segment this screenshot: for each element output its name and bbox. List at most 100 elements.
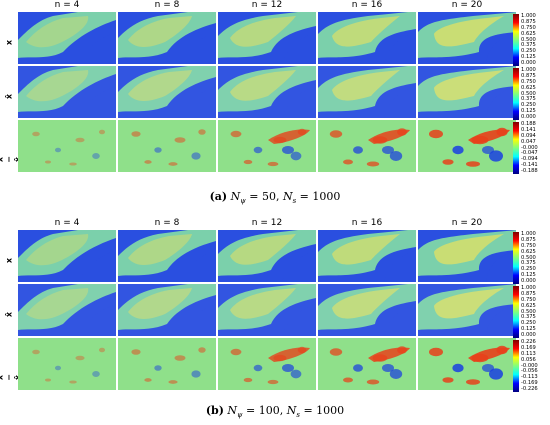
caption-b: (b) Nψ = 100, Ns = 1000 <box>205 404 345 420</box>
col-header-2: n = 8 <box>154 0 180 10</box>
colorbar-tick: 0.375 <box>521 96 536 103</box>
image-tile <box>418 120 516 172</box>
image-tile <box>318 230 416 282</box>
image-tile <box>218 230 316 282</box>
image-tile <box>118 230 216 282</box>
colorbar-tick: 0.125 <box>521 108 536 115</box>
colorbar-tick: 0.500 <box>521 308 536 315</box>
image-tile <box>318 66 416 118</box>
colorbar-ticks-b-2: 1.000 0.875 0.750 0.625 0.500 0.375 0.250 0.125… <box>521 285 550 338</box>
image-tile <box>218 338 316 390</box>
colorbar-ticks-a-1: 1.000 0.875 0.750 0.625 0.500 0.375 0.250 0.125… <box>521 13 550 66</box>
image-tile <box>318 12 416 64</box>
colorbar-tick: 0.141 <box>521 126 536 133</box>
colorbar-a-2 <box>513 68 519 120</box>
colorbar-tick: -0.226 <box>521 386 538 392</box>
colorbar-tick: 0.125 <box>521 54 536 61</box>
image-tile <box>418 284 516 336</box>
colorbar-tick: 0.750 <box>521 78 536 85</box>
colorbar-tick: 0.250 <box>521 320 536 327</box>
colorbar-tick: 0.375 <box>521 314 536 321</box>
colorbar-tick: 0.125 <box>521 272 536 279</box>
image-tile <box>318 120 416 172</box>
row-label-xhat: x̂ <box>4 311 14 318</box>
colorbar-b-1 <box>513 232 519 284</box>
col-header-3: n = 12 <box>251 0 283 10</box>
colorbar-tick: 0.750 <box>521 296 536 303</box>
colorbar-tick: 1.000 <box>521 67 536 73</box>
colorbar-tick: 0.000 <box>521 278 536 284</box>
colorbar-tick: 0.750 <box>521 242 536 249</box>
colorbar-tick: 0.000 <box>521 60 536 66</box>
col-header-1: n = 4 <box>54 0 80 10</box>
colorbar-tick: -0.000 <box>521 362 538 369</box>
colorbar-tick: 0.625 <box>521 30 536 37</box>
colorbar-tick: 0.169 <box>521 344 536 351</box>
colorbar-ticks-a-3: 0.188 0.141 0.094 0.047 -0.000 -0.047 -0.094 -0… <box>521 121 550 174</box>
image-tile <box>218 120 316 172</box>
colorbar-tick: 0.000 <box>521 332 536 338</box>
image-tile <box>18 120 116 172</box>
colorbar-tick: 0.047 <box>521 138 536 145</box>
image-tile <box>118 284 216 336</box>
colorbar-tick: -0.169 <box>521 380 538 387</box>
caption-a: (a) Nψ = 50, Ns = 1000 <box>209 190 341 206</box>
colorbar-tick: 0.625 <box>521 302 536 309</box>
image-tile <box>418 12 516 64</box>
colorbar-tick: -0.056 <box>521 368 538 375</box>
col-header-5: n = 20 <box>451 0 483 10</box>
col-header-1: n = 4 <box>54 218 80 228</box>
colorbar-ticks-b-1: 1.000 0.875 0.750 0.625 0.500 0.375 0.250 0.125… <box>521 231 550 284</box>
image-tile <box>18 338 116 390</box>
colorbar-tick: 0.625 <box>521 84 536 91</box>
colorbar-tick: -0.047 <box>521 150 538 157</box>
col-header-4: n = 16 <box>351 0 383 10</box>
colorbar-tick: 0.625 <box>521 248 536 255</box>
colorbar-tick: 0.500 <box>521 254 536 261</box>
panel-b: n = 4 n = 8 n = 12 n = 16 n = 20 x x̂ x … <box>0 218 550 425</box>
image-tile <box>18 66 116 118</box>
image-tile <box>418 230 516 282</box>
colorbar-ticks-b-3: 0.226 0.169 0.113 0.056 -0.000 -0.056 -0.113 -0… <box>521 339 550 392</box>
image-tile <box>218 284 316 336</box>
row-label-x: x <box>4 257 14 264</box>
colorbar-tick: 1.000 <box>521 231 536 237</box>
image-tile <box>118 120 216 172</box>
colorbar-a-3 <box>513 122 519 174</box>
colorbar-tick: 0.875 <box>521 72 536 79</box>
colorbar-tick: 0.056 <box>521 356 536 363</box>
colorbar-tick: 0.875 <box>521 290 536 297</box>
colorbar-tick: -0.188 <box>521 168 538 174</box>
colorbar-tick: 0.875 <box>521 236 536 243</box>
row-label-x: x <box>4 39 14 46</box>
image-tile <box>118 338 216 390</box>
colorbar-tick: 0.375 <box>521 42 536 49</box>
colorbar-tick: 0.500 <box>521 90 536 97</box>
colorbar-tick: 1.000 <box>521 13 536 19</box>
colorbar-tick: -0.000 <box>521 144 538 151</box>
image-tile <box>18 12 116 64</box>
image-tile <box>118 66 216 118</box>
colorbar-tick: 0.000 <box>521 114 536 120</box>
colorbar-tick: 0.500 <box>521 36 536 43</box>
colorbar-b-3 <box>513 340 519 392</box>
colorbar-tick: -0.141 <box>521 162 538 169</box>
colorbar-tick: 0.226 <box>521 339 536 345</box>
colorbar-tick: 0.094 <box>521 132 536 139</box>
image-tile <box>118 12 216 64</box>
colorbar-b-2 <box>513 286 519 338</box>
colorbar-tick: 1.000 <box>521 285 536 291</box>
colorbar-tick: -0.113 <box>521 374 538 381</box>
image-tile <box>18 230 116 282</box>
colorbar-tick: -0.094 <box>521 156 538 163</box>
image-tile <box>318 284 416 336</box>
colorbar-tick: 0.113 <box>521 350 536 357</box>
image-tile <box>418 338 516 390</box>
col-header-2: n = 8 <box>154 218 180 228</box>
colorbar-tick: 0.188 <box>521 121 536 127</box>
image-tile <box>18 284 116 336</box>
colorbar-tick: 0.750 <box>521 24 536 31</box>
colorbar-tick: 0.375 <box>521 260 536 267</box>
colorbar-ticks-a-2: 1.000 0.875 0.750 0.625 0.500 0.375 0.250 0.125… <box>521 67 550 120</box>
col-header-5: n = 20 <box>451 218 483 228</box>
